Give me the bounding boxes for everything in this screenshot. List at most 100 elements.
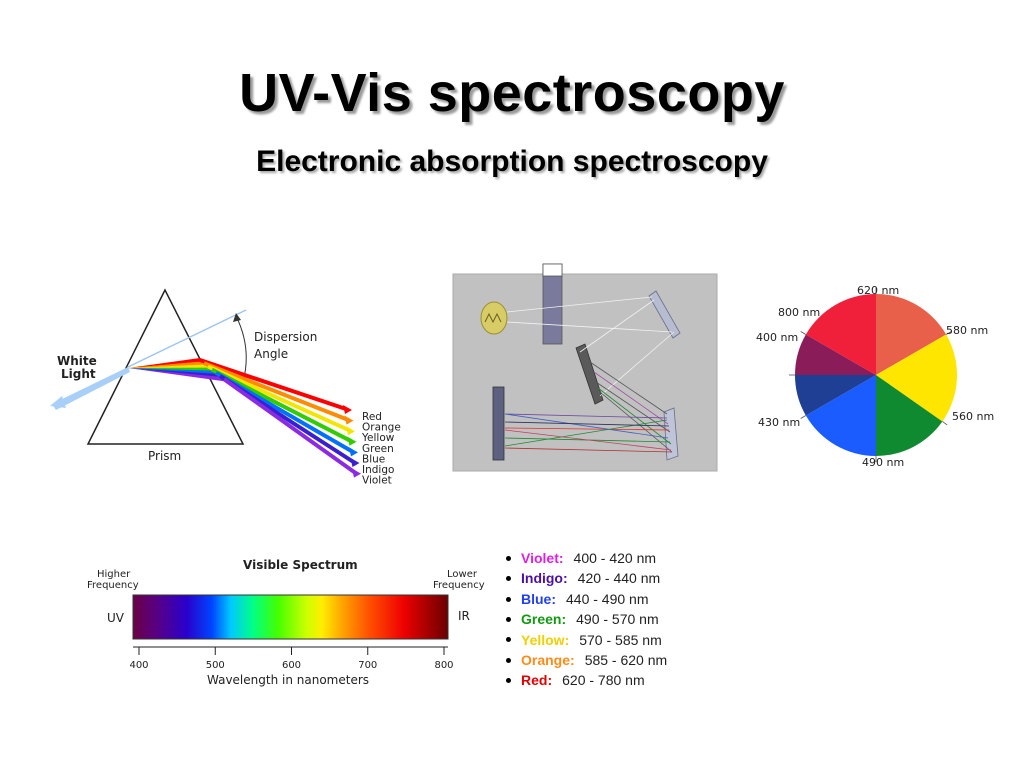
light-paths (504, 296, 675, 453)
wheel-tick-430 (800, 415, 807, 419)
ray-arrowhead-violet (352, 468, 361, 478)
tick-label-800: 800 (434, 660, 453, 671)
range-value: 490 - 570 nm (576, 611, 659, 628)
slide-subtitle: Electronic absorption spectroscopy (256, 145, 768, 178)
range-item-green: Green: 490 - 570 nm (506, 609, 667, 629)
range-value: 570 - 585 nm (579, 631, 662, 648)
range-item-indigo: Indigo: 420 - 440 nm (506, 568, 667, 588)
wheel-tick-560 (942, 421, 948, 426)
prism-inner-fan (128, 358, 224, 382)
wheel-slice-yellow (876, 334, 957, 422)
ray-arrowhead-green (347, 436, 357, 446)
wheel-label-430: 430 nm (758, 416, 800, 429)
diffraction-grating (575, 343, 604, 405)
tick-label-600: 600 (282, 660, 301, 671)
wheel-slice-blue (805, 375, 876, 456)
range-value: 440 - 490 nm (566, 590, 649, 607)
range-name: Indigo: (521, 570, 568, 587)
ray-label-red: Red (362, 411, 382, 423)
sample-cuvette-top (542, 263, 563, 277)
wheel-label-490: 490 nm (862, 456, 904, 469)
range-name: Green: (521, 611, 567, 628)
range-item-violet: Violet: 400 - 420 nm (506, 548, 667, 568)
ray-label-blue: Blue (362, 453, 385, 465)
bullet-icon (506, 596, 511, 602)
mirror-bottom (663, 407, 679, 461)
lower-frequency-label: Lower (447, 569, 478, 580)
wheel-label-580: 580 nm (946, 324, 988, 337)
wheel-label-800: 800 nm (778, 306, 820, 319)
ray-arrowhead-indigo (350, 458, 360, 467)
dispersion-arrowhead (233, 313, 241, 322)
range-item-blue: Blue: 440 - 490 nm (506, 589, 667, 609)
range-value: 400 - 420 nm (573, 550, 657, 566)
range-name: Orange: (521, 651, 575, 668)
bullet-icon (506, 657, 511, 663)
bullet-icon (506, 678, 511, 684)
wheel-label-400: 400 nm (756, 331, 798, 344)
wheel-label-620: 620 nm (857, 284, 899, 297)
spectrum-bar (132, 594, 449, 640)
range-value: 420 - 440 nm (577, 570, 661, 587)
prism-label: Prism (148, 449, 181, 463)
spectrum-ticks: 400 500 600 700 800 (129, 647, 454, 671)
ray-red (199, 358, 347, 411)
ir-label: IR (458, 609, 470, 623)
light-source (480, 301, 508, 335)
ray-arrowhead-yellow (346, 426, 355, 436)
bullet-icon (506, 637, 511, 643)
ray-orange (203, 361, 349, 422)
range-name: Red: (521, 672, 553, 689)
range-name: Violet: (521, 550, 564, 566)
lower-frequency-label-2: Frequency (433, 580, 485, 591)
ray-yellow (207, 364, 350, 433)
ray-label-orange: Orange (362, 422, 401, 434)
ray-label-indigo: Indigo (362, 464, 394, 476)
ray-label-yellow: Yellow (361, 432, 395, 444)
wheel-slice-green (876, 375, 943, 456)
ray-label-violet: Violet (362, 475, 392, 487)
wheel-slice-orange (876, 294, 947, 375)
white-light-label: White (57, 354, 97, 368)
bullet-icon (506, 576, 511, 582)
inner-ray-yellow (128, 364, 208, 369)
wheel-tick-800 (800, 331, 807, 335)
spectrum-xlabel: Wavelength in nanometers (207, 673, 369, 687)
range-item-red: Red: 620 - 780 nm (506, 670, 667, 690)
wheel-tick-580 (945, 331, 952, 335)
incident-guide-line (127, 309, 247, 368)
tick-label-700: 700 (358, 660, 377, 671)
bullet-icon (506, 616, 511, 622)
wheel-slice-violet (794, 334, 876, 375)
ray-arrowhead-red (343, 405, 352, 414)
ray-arrowhead-orange (344, 415, 354, 425)
ray-green (211, 367, 352, 443)
range-item-yellow: Yellow: 570 - 585 nm (506, 630, 667, 650)
dispersion-label: Dispersion (254, 330, 317, 344)
wheel-slice-red (805, 294, 876, 375)
mirror-top (648, 290, 681, 339)
white-light-arrowhead (50, 396, 66, 408)
ray-label-green: Green (362, 443, 394, 455)
slide-title: UV-Vis spectroscopy (239, 63, 785, 123)
ray-arrowhead-blue (349, 447, 358, 457)
higher-frequency-label-2: Frequency (87, 580, 139, 591)
prism-outer-rays (199, 358, 361, 478)
tick-label-400: 400 (129, 660, 148, 671)
wheel-label-560: 560 nm (952, 410, 994, 423)
uv-label: UV (107, 611, 125, 625)
bullet-icon (506, 555, 511, 561)
detector (492, 386, 505, 461)
range-item-orange: Orange: 585 - 620 nm (506, 650, 667, 670)
ray-violet (222, 377, 357, 475)
range-name: Yellow: (521, 631, 570, 648)
range-value: 585 - 620 nm (584, 651, 668, 668)
color-ranges-list: Violet: 400 - 420 nm Indigo: 420 - 440 nm Bl… (506, 548, 667, 691)
inner-ray-orange (128, 361, 204, 368)
range-name: Blue: (521, 590, 556, 607)
